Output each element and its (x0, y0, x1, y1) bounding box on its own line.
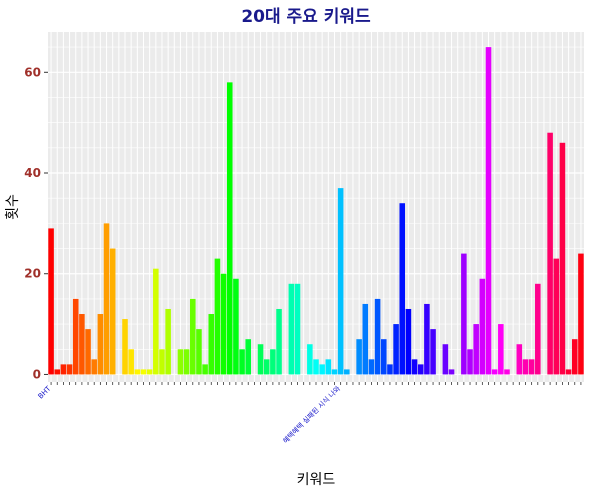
y-tick-label: 60 (24, 65, 41, 79)
bar (491, 369, 498, 375)
bar (233, 278, 239, 375)
x-tick-label: 혜택혜택 실패된 시식 나와 (281, 384, 343, 446)
bar (344, 369, 350, 375)
bar (134, 369, 141, 375)
y-tick-label: 20 (24, 267, 41, 281)
bar (103, 223, 110, 375)
bar (85, 329, 91, 375)
bar (565, 369, 572, 375)
bar (522, 359, 529, 375)
bar (387, 364, 393, 375)
bar (153, 268, 159, 375)
x-axis-ticks: BHT 혜택혜택 실패된 시식 나와 (37, 382, 582, 446)
bar (528, 359, 535, 375)
y-axis-title: 횟수 (5, 194, 21, 220)
bar (553, 258, 560, 375)
chart-title: 20대 주요 키워드 (241, 7, 371, 27)
bar (448, 369, 455, 375)
bar (399, 203, 406, 375)
y-tick-label: 40 (24, 166, 41, 180)
bar (159, 349, 165, 375)
bar (393, 324, 399, 375)
bar (214, 258, 221, 375)
bar (276, 308, 282, 375)
bar (559, 142, 566, 375)
bar (362, 303, 369, 375)
bar (411, 359, 418, 375)
bar (442, 344, 449, 375)
bar (190, 298, 196, 375)
bar (417, 364, 424, 375)
bar (122, 319, 128, 375)
x-tick-label: BHT (37, 384, 53, 400)
bar (294, 283, 301, 375)
bar (380, 339, 387, 375)
bar (48, 228, 54, 375)
bar (319, 364, 325, 375)
bar (146, 369, 153, 375)
bar (535, 283, 541, 375)
bar (405, 308, 412, 375)
bar (374, 298, 381, 375)
bar (288, 283, 295, 375)
bar (356, 339, 362, 375)
bar (202, 364, 208, 375)
bar (337, 188, 344, 375)
bar (479, 278, 486, 375)
bar (183, 349, 190, 375)
bar (208, 314, 215, 375)
bar (368, 359, 375, 375)
bar (97, 314, 104, 375)
bar (467, 349, 473, 375)
bar (430, 329, 436, 375)
bar (226, 82, 233, 375)
y-tick-label: 0 (33, 367, 41, 381)
bar (196, 329, 202, 375)
x-axis-title: 키워드 (297, 472, 336, 488)
bar (140, 369, 147, 375)
bar (128, 349, 134, 375)
bar (461, 253, 467, 375)
bar (257, 344, 264, 375)
bar (325, 359, 332, 375)
bar (571, 339, 578, 375)
bar (504, 369, 510, 375)
bar (79, 314, 85, 375)
bar (263, 359, 270, 375)
bars (48, 47, 584, 375)
bar (270, 349, 276, 375)
bar (54, 369, 61, 375)
bar (498, 324, 504, 375)
bar (578, 253, 584, 375)
bar (72, 298, 79, 375)
bar (177, 349, 184, 375)
bar (245, 339, 252, 375)
bar (239, 349, 245, 375)
bar (307, 344, 313, 375)
y-axis-ticks: 0 20 40 60 (24, 65, 48, 381)
bar (473, 324, 479, 375)
bar (220, 273, 227, 375)
bar (165, 308, 171, 375)
bar (60, 364, 67, 375)
bar (547, 132, 553, 375)
bar (313, 359, 319, 375)
bar (331, 369, 338, 375)
bar (485, 47, 492, 375)
bar (91, 359, 97, 375)
bar (424, 303, 430, 375)
bar (516, 344, 523, 375)
bar (109, 248, 116, 375)
bar (66, 364, 73, 375)
